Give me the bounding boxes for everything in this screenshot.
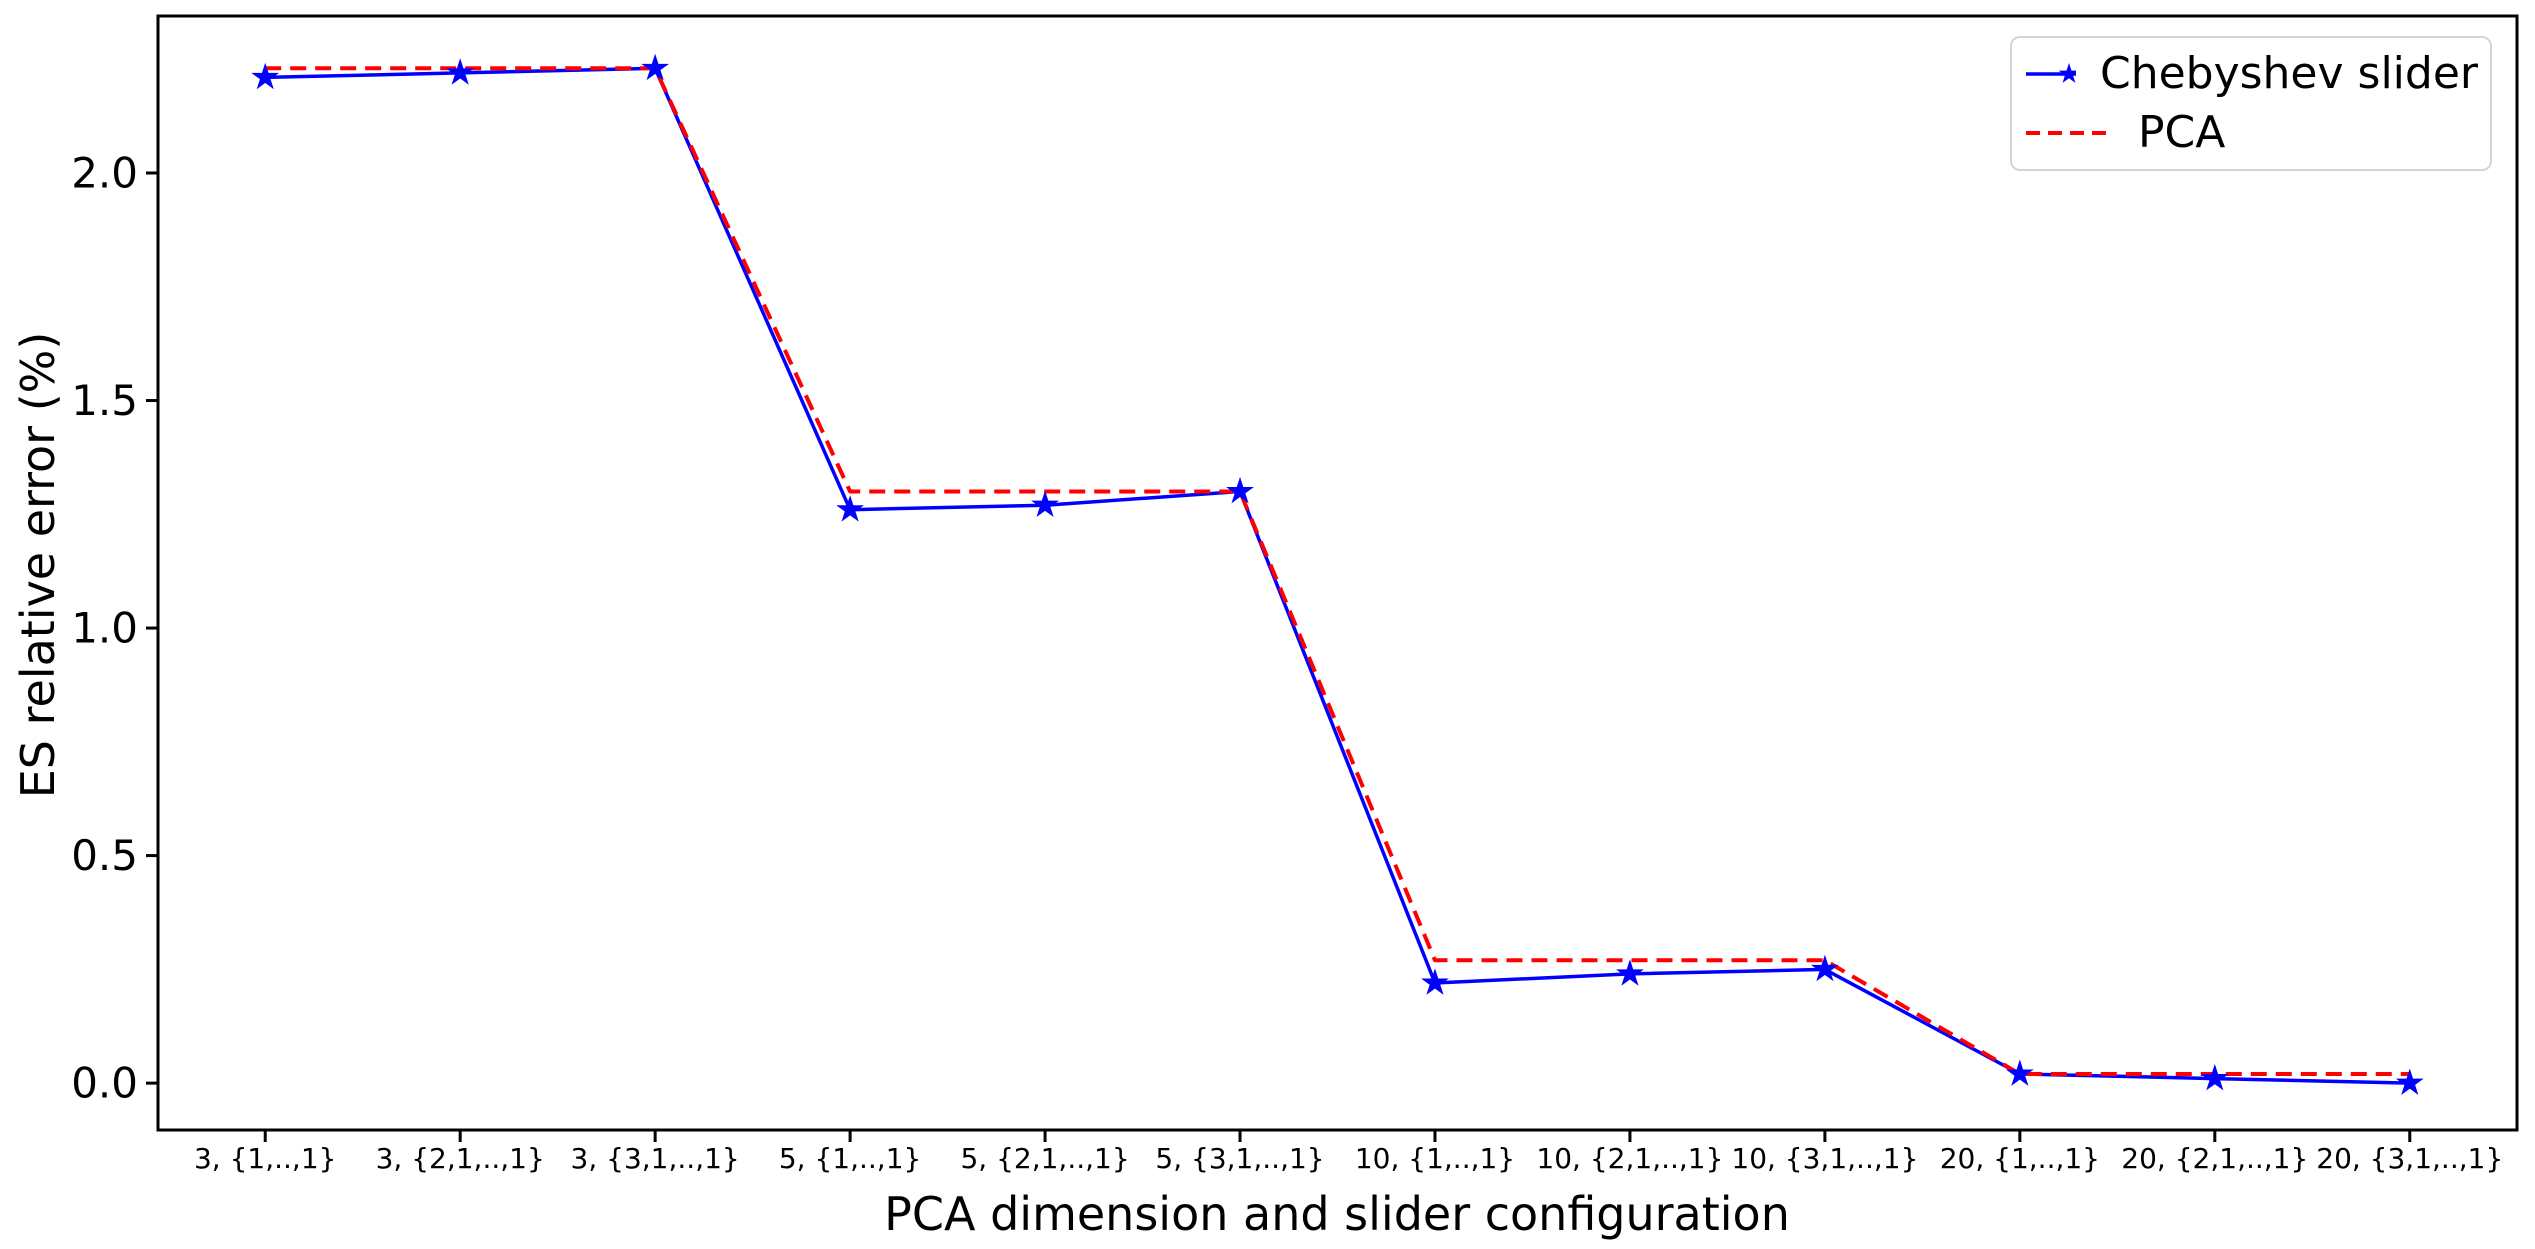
x-tick-label: 10, {2,1,..,1} (1536, 1142, 1723, 1175)
legend: Chebyshev slider PCA (2010, 36, 2492, 171)
data-point-star-marker (1616, 959, 1644, 986)
series-line-pca (265, 66, 2410, 1076)
x-tick-label: 10, {1,..,1} (1355, 1142, 1515, 1175)
axes-spine (156, 14, 2519, 1132)
x-tick-label: 5, {2,1,..,1} (960, 1142, 1129, 1175)
legend-star-marker (2058, 62, 2076, 83)
y-tick-label: 0.5 (71, 831, 138, 880)
data-point-star-marker (2005, 1059, 2034, 1086)
legend-label-chebyshev-slider: Chebyshev slider (2099, 47, 2478, 99)
chebyshev-slider-line-sample (2026, 62, 2076, 83)
y-tick-label: 0.0 (71, 1059, 138, 1108)
x-tick-label: 5, {3,1,..,1} (1155, 1142, 1324, 1175)
legend-item-chebyshev-slider: Chebyshev slider (2024, 47, 2478, 99)
legend-label-pca: PCA (2138, 107, 2226, 159)
data-point-star-marker (1226, 476, 1254, 504)
data-point-star-marker (1810, 954, 1839, 982)
x-tick-label: 3, {3,1,..,1} (571, 1142, 740, 1175)
x-tick-label: 3, {2,1,..,1} (376, 1142, 545, 1175)
series-line-chebyshev-slider (265, 66, 2410, 1085)
pca-line-sample (2026, 131, 2112, 136)
data-point-star-marker (836, 495, 865, 522)
x-tick-label: 3, {1,..,1} (194, 1142, 336, 1175)
legend-item-pca: PCA (2024, 107, 2478, 159)
x-tick-label: 20, {3,1,..,1} (2316, 1142, 2503, 1175)
data-point-star-marker (1421, 968, 1449, 995)
data-point-star-marker (1031, 490, 1059, 518)
y-tick-label: 1.0 (71, 604, 138, 653)
x-tick-label: 10, {3,1,..,1} (1731, 1142, 1918, 1175)
x-tick-label: 5, {1,..,1} (779, 1142, 921, 1175)
x-tick-label: 20, {1,..,1} (1940, 1142, 2100, 1175)
data-point-star-marker (251, 62, 280, 90)
data-point-star-marker (641, 53, 670, 81)
x-tick-label: 20, {2,1,..,1} (2121, 1142, 2308, 1175)
x-axis-title: PCA dimension and slider configuration (884, 1187, 1790, 1241)
data-point-star-marker (446, 58, 475, 85)
data-point-star-marker (2395, 1068, 2424, 1095)
y-tick-label: 2.0 (71, 148, 138, 197)
y-axis-title: ES relative error (%) (11, 331, 65, 799)
data-point-star-marker (2200, 1063, 2229, 1091)
y-tick-label: 1.5 (71, 376, 138, 425)
